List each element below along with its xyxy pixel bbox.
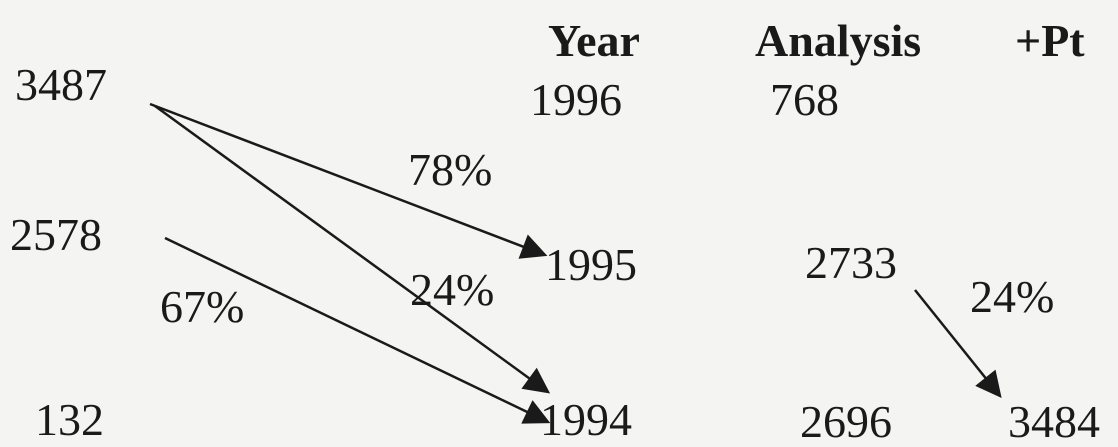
year: 1995 <box>545 239 637 290</box>
arrow <box>914 289 1002 399</box>
year: 1994 <box>540 394 632 445</box>
arrow <box>154 104 551 394</box>
analysis-value: 2696 <box>800 396 892 447</box>
left-value: 2578 <box>10 209 102 260</box>
percentage: 67% <box>160 281 244 332</box>
percentage: 24% <box>410 264 494 315</box>
percentage: 24% <box>970 271 1054 322</box>
header-pt: +Pt <box>1015 15 1085 66</box>
left-value: 132 <box>35 394 104 445</box>
left-value: 3487 <box>15 59 107 110</box>
pt-value: 3484 <box>1008 396 1100 447</box>
percentage: 78% <box>408 144 492 195</box>
arrow <box>164 236 551 424</box>
year: 1996 <box>530 74 622 125</box>
header-year: Year <box>548 15 640 66</box>
analysis-value: 2733 <box>805 237 897 288</box>
analysis-value: 768 <box>770 74 839 125</box>
arrow <box>149 102 548 259</box>
header-analysis: Analysis <box>755 15 921 66</box>
